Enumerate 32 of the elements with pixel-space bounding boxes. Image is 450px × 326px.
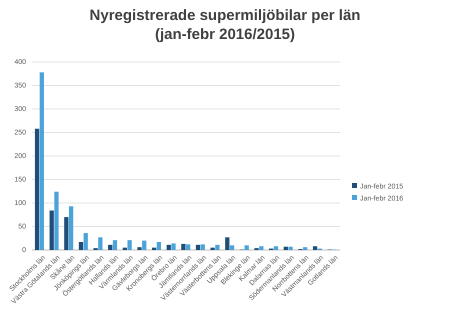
bar [34, 128, 40, 250]
bar [40, 72, 44, 250]
bar [137, 247, 142, 250]
bar [142, 240, 146, 250]
bar [312, 246, 318, 250]
bar [215, 244, 220, 250]
bar [112, 240, 118, 250]
bar [166, 244, 171, 250]
bar [98, 237, 102, 250]
bar [84, 233, 88, 250]
bar [196, 244, 200, 250]
bar [127, 240, 132, 250]
bar [186, 244, 190, 250]
bar [68, 206, 74, 250]
bar [225, 237, 230, 250]
bar [171, 243, 176, 250]
bar [274, 246, 278, 250]
chart-title: Nyregistrerade supermiljöbilar per län (jan-febr 2016/2015) [90, 7, 360, 43]
bar [288, 246, 293, 250]
bar [303, 247, 308, 250]
bar [50, 210, 54, 250]
bar [230, 245, 234, 250]
bar [181, 244, 186, 250]
bar [200, 244, 205, 250]
bar [284, 246, 288, 250]
bar [64, 217, 68, 250]
bar [244, 245, 249, 250]
bar [108, 244, 112, 250]
bar [156, 242, 162, 250]
bar [259, 246, 264, 250]
bar [54, 192, 59, 250]
bar [78, 242, 84, 250]
